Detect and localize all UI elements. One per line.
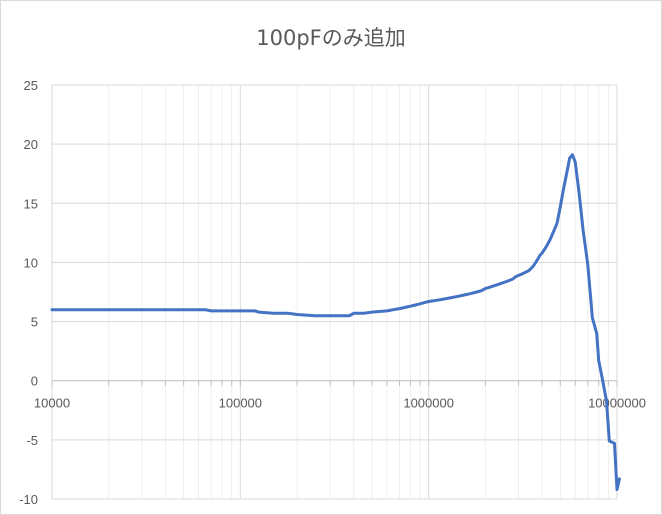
series-line xyxy=(52,155,619,490)
y-tick-label: 5 xyxy=(31,315,38,330)
x-tick-label: 1000000 xyxy=(403,396,454,411)
x-tick-label: 10000 xyxy=(34,396,70,411)
y-tick-label: 20 xyxy=(24,137,38,152)
x-tick-label: 10000000 xyxy=(588,396,646,411)
x-axis xyxy=(52,381,617,386)
major-gridlines xyxy=(52,85,617,499)
y-tick-label: 15 xyxy=(24,196,38,211)
x-tick-label: 100000 xyxy=(219,396,262,411)
y-tick-label: 10 xyxy=(24,255,38,270)
y-tick-labels: 25 20 15 10 5 0 -5 -10 xyxy=(19,78,38,507)
y-tick-label: -5 xyxy=(26,433,38,448)
series-group xyxy=(52,155,619,490)
y-tick-label: -10 xyxy=(19,492,38,507)
x-tick-labels: 10000 100000 1000000 10000000 xyxy=(34,396,646,411)
minor-gridlines xyxy=(109,85,609,499)
y-tick-label: 0 xyxy=(31,374,38,389)
y-tick-label: 25 xyxy=(24,78,38,93)
